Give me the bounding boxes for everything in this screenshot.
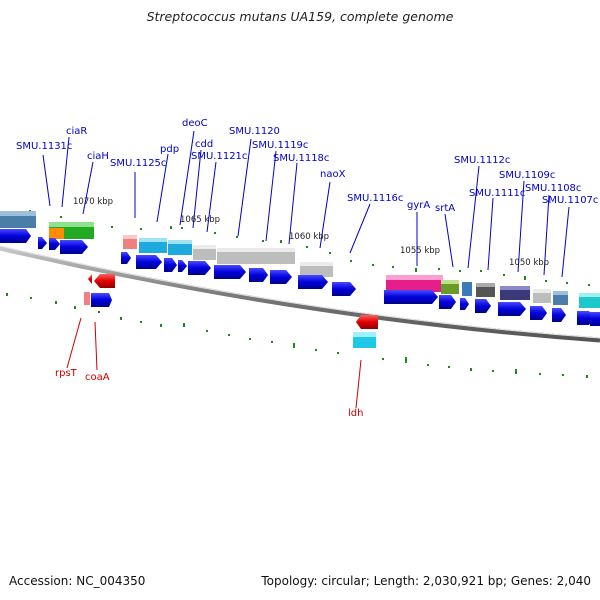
tick-label: 1070 kbp xyxy=(73,197,113,207)
gene-label[interactable]: SMU.1109c xyxy=(499,170,555,181)
cds-track-reverse xyxy=(84,274,378,348)
gene-label[interactable]: gyrA xyxy=(407,200,430,211)
genome-backbone xyxy=(0,245,600,343)
gene-label[interactable]: coaA xyxy=(85,372,110,383)
tick-label: 1055 kbp xyxy=(400,246,440,256)
gene-labels-top: ciaR SMU.1131c ciaH deoC pdp SMU.1125c c… xyxy=(16,118,598,214)
gene-label[interactable]: srtA xyxy=(435,203,455,214)
accession-text: Accession: NC_004350 xyxy=(9,574,146,588)
gene-label[interactable]: ciaR xyxy=(66,126,87,137)
tick-label: 1050 kbp xyxy=(509,258,549,268)
gene-label[interactable]: deoC xyxy=(182,118,208,129)
gene-label[interactable]: SMU.1112c xyxy=(454,155,510,166)
gene-label[interactable]: SMU.1120 xyxy=(229,126,280,137)
gene-label[interactable]: SMU.1108c xyxy=(525,183,581,194)
gene-label[interactable]: SMU.1116c xyxy=(347,193,403,204)
gene-label[interactable]: cdd xyxy=(195,139,213,150)
genome-backbone-highlight xyxy=(0,245,600,339)
gene-label[interactable]: SMU.1107c xyxy=(542,195,598,206)
scale-tick-labels: 1070 kbp 1065 kbp 1060 kbp 1055 kbp 1050… xyxy=(73,197,549,268)
cds-track-forward xyxy=(0,229,600,326)
label-leader-lines xyxy=(42,130,570,409)
gene-label[interactable]: SMU.1119c xyxy=(252,140,308,151)
gene-label[interactable]: SMU.1111c xyxy=(469,188,525,199)
map-title: Streptococcus mutans UA159, complete gen… xyxy=(146,9,454,24)
gene-label[interactable]: SMU.1121c xyxy=(191,151,247,162)
gene-label[interactable]: rpsT xyxy=(55,368,78,379)
gene-label[interactable]: ldh xyxy=(348,408,363,419)
gene-label[interactable]: naoX xyxy=(320,169,346,180)
gene-label[interactable]: ciaH xyxy=(87,151,109,162)
gene-labels-bottom: rpsT coaA ldh xyxy=(55,368,363,419)
gene-label[interactable]: SMU.1125c xyxy=(110,158,166,169)
gene-label[interactable]: SMU.1131c xyxy=(16,141,72,152)
scale-dots-lower xyxy=(6,293,588,378)
tick-label: 1060 kbp xyxy=(289,232,329,242)
genome-summary-text: Topology: circular; Length: 2,030,921 bp… xyxy=(261,574,591,588)
gene-label[interactable]: pdp xyxy=(160,144,179,155)
gene-label[interactable]: SMU.1118c xyxy=(273,153,329,164)
feature-track-upper xyxy=(0,211,600,308)
tick-label: 1065 kbp xyxy=(180,215,220,225)
